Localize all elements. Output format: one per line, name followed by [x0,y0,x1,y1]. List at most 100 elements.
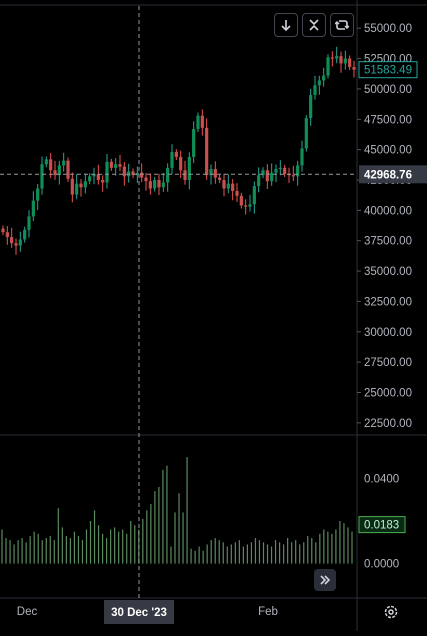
volume-bar [319,533,321,564]
candle-body [92,173,96,177]
candle-body [161,182,165,188]
volume-bar [347,527,349,564]
candle-body [75,183,79,195]
candle-body [88,176,92,182]
candle-body [53,170,57,176]
candle-body [57,165,61,176]
candle-body [235,190,239,196]
price-tick-label: 47500.00 [364,114,412,126]
candle-body [322,75,326,81]
volume-bar [291,542,293,564]
candle-body [343,58,347,64]
last-price-box [358,61,418,79]
volume-bar [110,529,112,564]
candle-body [339,56,343,64]
refresh-button[interactable] [330,13,354,37]
price-tick-label: 40000.00 [364,205,412,217]
volume-bar [1,529,3,564]
scroll-forward-button[interactable] [314,569,336,591]
volume-bar [287,538,289,564]
volume-bar [206,544,208,564]
candle-body [196,115,200,129]
volume-bar [41,540,43,564]
candle-body [261,170,265,176]
volume-bar [190,548,192,564]
arrow-down-icon [281,20,291,32]
volume-bar [266,544,269,564]
candle-body [326,57,330,76]
volume-bar [154,491,156,564]
volume-bar [130,520,132,564]
candle-body [49,159,53,171]
candle-body [62,160,66,166]
candle-body [222,180,226,189]
candle-body [166,167,170,183]
volume-bar [162,469,164,564]
candle-body [122,166,126,177]
candle-body [131,171,135,176]
candle-body [96,173,100,180]
candle-body [157,180,161,188]
volume-bar [101,533,104,564]
candle-body [40,164,44,189]
candle-body [144,177,148,182]
volume-bar [37,533,39,564]
candle-body [270,172,274,182]
volume-bar [81,540,84,564]
volume-bar [170,546,172,564]
volume-bar [9,540,11,564]
volume-bar [17,540,19,564]
candle-body [252,186,256,205]
volume-bar [146,510,148,564]
settings-button[interactable] [382,603,400,621]
crosshair-time-label: 30 Dec '23 [111,607,167,619]
volume-bar [234,542,236,564]
refresh-icon [335,20,349,30]
volume-bar [126,533,128,564]
candle-body [31,200,35,217]
candle-body [140,172,144,178]
volume-bar [166,465,168,564]
volume-bar [29,535,31,564]
last-price-label: 51583.49 [364,65,412,77]
price-tick-label: 50000.00 [364,84,412,96]
volume-bar [77,535,80,564]
volume-bar [242,546,244,564]
candle-body [36,188,40,201]
candle-body [109,161,113,168]
candle-body [304,118,308,149]
volume-bar [351,531,353,564]
volume-bar [45,538,47,564]
candle-body [291,175,295,177]
candle-body [118,164,122,167]
volume-bar [134,525,136,564]
candle-body [101,180,105,183]
candle-body [83,181,87,188]
scroll-down-button[interactable] [274,13,298,37]
candle-body [1,228,5,233]
volume-bar [270,546,273,564]
candle-body [213,169,217,178]
candle-body [257,175,261,187]
volume-bar [331,533,333,564]
volume-tick-label: 0.0400 [364,473,399,485]
collapse-button[interactable] [302,13,326,37]
volume-bar [33,531,35,564]
candle-body [352,67,356,70]
volume-bar [250,542,253,564]
volume-bar [202,550,204,564]
candle-body [231,183,235,191]
price-tick-label: 55000.00 [364,23,412,35]
candle-body [105,161,109,183]
volume-bar [283,544,285,564]
price-tick-label: 35000.00 [364,266,412,278]
candle-body [239,195,243,206]
volume-bar [303,542,305,564]
candle-body [66,160,70,179]
candle-body [200,115,204,128]
candle-body [153,180,157,189]
crosshair-time-box [104,600,174,624]
volume-bar [226,546,228,564]
